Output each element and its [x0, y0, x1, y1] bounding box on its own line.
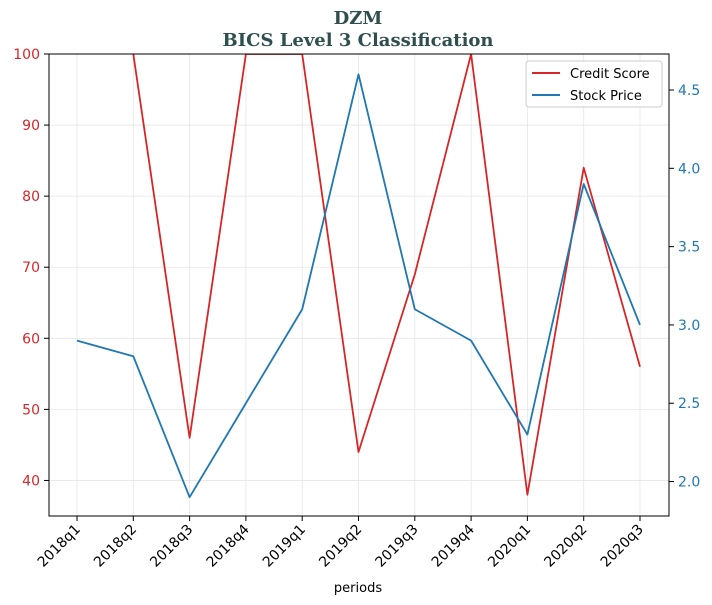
y-right-tick-label: 4.5: [678, 83, 700, 99]
y-left-tick-label: 40: [22, 473, 40, 489]
series-layer: [76, 54, 641, 499]
y-left-tick-label: 90: [22, 118, 40, 134]
x-tick-label: 2020q1: [485, 522, 534, 571]
y-right-tick-label: 4.0: [678, 161, 700, 177]
y-right-tick-label: 3.5: [678, 240, 700, 256]
chart-title: DZM: [334, 8, 383, 29]
legend-label-stock-price: Stock Price: [570, 89, 642, 104]
plot-frame: [48, 53, 670, 517]
y-right-tick-label: 2.0: [678, 475, 700, 491]
y-left-tick-label: 50: [22, 402, 40, 418]
y-right-tick-label: 3.0: [678, 318, 700, 334]
y-left-tick-label: 70: [22, 260, 40, 276]
x-tick-label: 2019q1: [260, 522, 309, 571]
y-left-tick-label: 80: [22, 189, 40, 205]
y-left-tick-label: 60: [22, 331, 40, 347]
x-axis: 2018q1 2018q2 2018q3 2018q4 2019q1 2019q2 2019…: [35, 516, 647, 571]
x-axis-label: periods: [334, 581, 382, 596]
series-line-credit-score: [132, 54, 641, 496]
x-tick-label: 2018q4: [204, 521, 253, 570]
x-tick-label: 2018q3: [147, 522, 196, 571]
series-line-stock-price: [76, 73, 641, 499]
legend-label-credit-score: Credit Score: [570, 67, 650, 82]
chart-subtitle: BICS Level 3 Classification: [222, 30, 493, 51]
y-axis-right: 2.0 2.5 3.0 3.5 4.0 4.5: [669, 83, 700, 491]
y-right-tick-label: 2.5: [678, 396, 700, 412]
x-tick-label: 2019q3: [373, 522, 422, 571]
legend: Credit Score Stock Price: [525, 60, 663, 108]
x-tick-label: 2020q3: [598, 522, 647, 571]
x-tick-label: 2019q2: [316, 522, 365, 571]
x-tick-label: 2020q2: [541, 522, 590, 571]
y-axis-left: 40 50 60 70 80 90 100: [13, 47, 49, 489]
x-tick-label: 2019q4: [429, 521, 478, 570]
x-tick-label: 2018q2: [91, 522, 140, 571]
grid-lines: [49, 53, 669, 516]
x-tick-label: 2018q1: [35, 522, 84, 571]
y-left-tick-label: 100: [13, 47, 40, 63]
